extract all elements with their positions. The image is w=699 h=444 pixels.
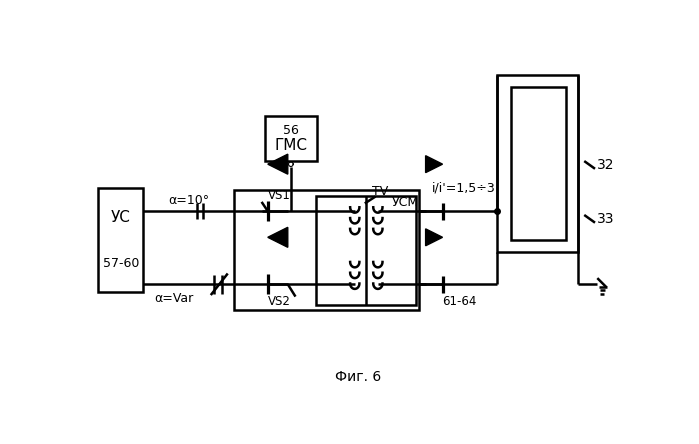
Text: i/i'=1,5÷3: i/i'=1,5÷3: [432, 182, 496, 194]
Text: 56: 56: [283, 124, 298, 137]
Polygon shape: [268, 154, 288, 174]
Text: 33: 33: [596, 212, 614, 226]
Bar: [234, 190, 419, 310]
Text: TV: TV: [373, 186, 389, 198]
Text: 32: 32: [596, 158, 614, 172]
Text: УСМ: УСМ: [391, 196, 419, 209]
Polygon shape: [426, 156, 442, 173]
Text: Фиг. 6: Фиг. 6: [336, 370, 382, 384]
Text: α=10°: α=10°: [168, 194, 210, 207]
Text: VS2: VS2: [268, 295, 291, 308]
Text: УС: УС: [110, 210, 131, 225]
Text: α=Var: α=Var: [154, 292, 194, 305]
Text: VS1: VS1: [268, 189, 291, 202]
Bar: [316, 196, 417, 305]
Text: 57-60: 57-60: [103, 257, 139, 270]
Polygon shape: [268, 227, 288, 247]
Text: 61-64: 61-64: [442, 295, 476, 308]
Polygon shape: [426, 229, 442, 246]
Bar: [511, 87, 565, 240]
Text: ГМС: ГМС: [275, 138, 308, 153]
Bar: [497, 75, 578, 252]
Bar: [99, 188, 143, 292]
Bar: [265, 116, 317, 161]
